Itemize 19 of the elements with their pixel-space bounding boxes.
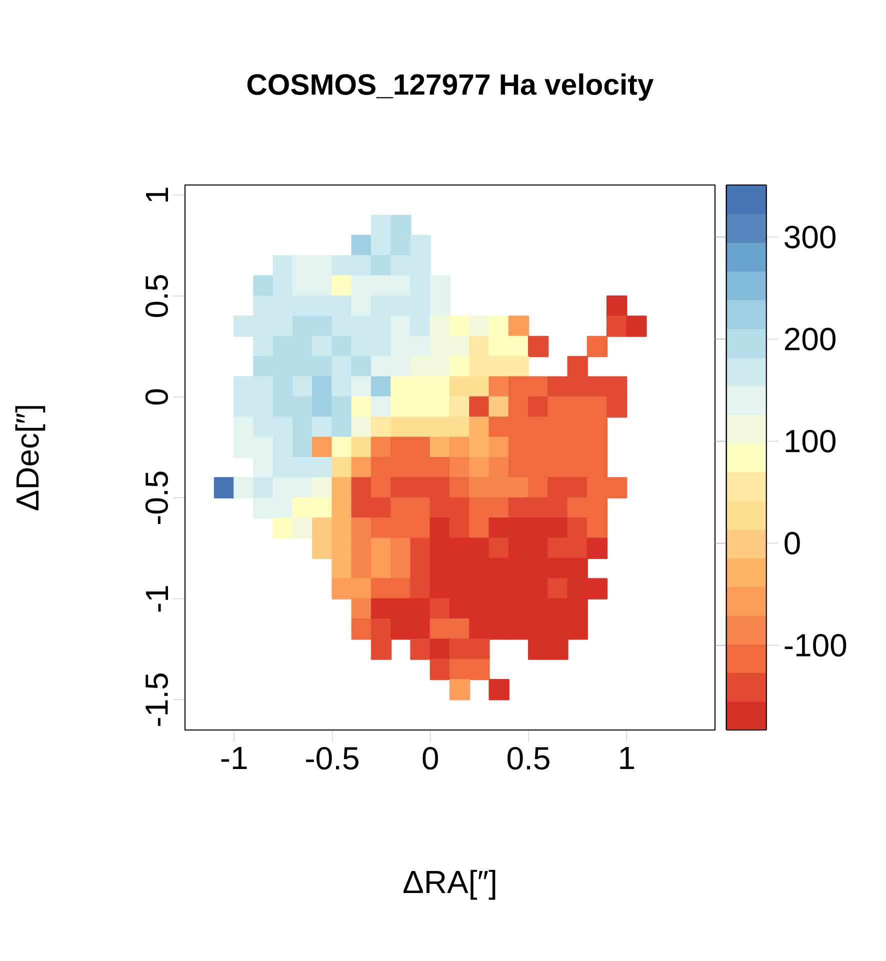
color-bar-label: 300 bbox=[784, 226, 836, 248]
x-tick-label: 0.5 bbox=[508, 746, 550, 770]
y-tick-label: 0.5 bbox=[145, 275, 168, 318]
color-bar-label: 0 bbox=[784, 532, 800, 555]
x-axis-title: ΔRA[″] bbox=[403, 870, 496, 900]
color-bar-label: -100 bbox=[784, 634, 846, 657]
x-tick-label: -1 bbox=[221, 746, 247, 769]
y-axis-title: ΔDec[″] bbox=[15, 406, 46, 510]
x-tick-label: 0 bbox=[422, 746, 438, 770]
color-bar-label: 200 bbox=[784, 328, 836, 350]
y-tick-label: -1 bbox=[146, 586, 168, 612]
x-tick-label: 1 bbox=[620, 746, 634, 769]
chart-title: COSMOS_127977 Ha velocity bbox=[247, 73, 654, 101]
y-tick-label: 1 bbox=[146, 188, 168, 202]
y-tick-label: -1.5 bbox=[146, 673, 168, 726]
y-tick-label: -0.5 bbox=[145, 472, 168, 524]
x-tick-label: -0.5 bbox=[306, 746, 358, 770]
color-bar-label: 100 bbox=[786, 430, 836, 452]
y-tick-label: 0 bbox=[145, 389, 168, 405]
